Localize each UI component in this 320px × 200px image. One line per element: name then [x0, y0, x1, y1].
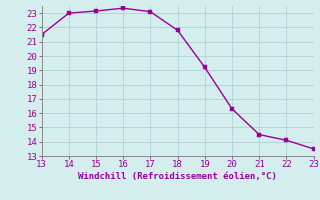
X-axis label: Windchill (Refroidissement éolien,°C): Windchill (Refroidissement éolien,°C)	[78, 172, 277, 181]
